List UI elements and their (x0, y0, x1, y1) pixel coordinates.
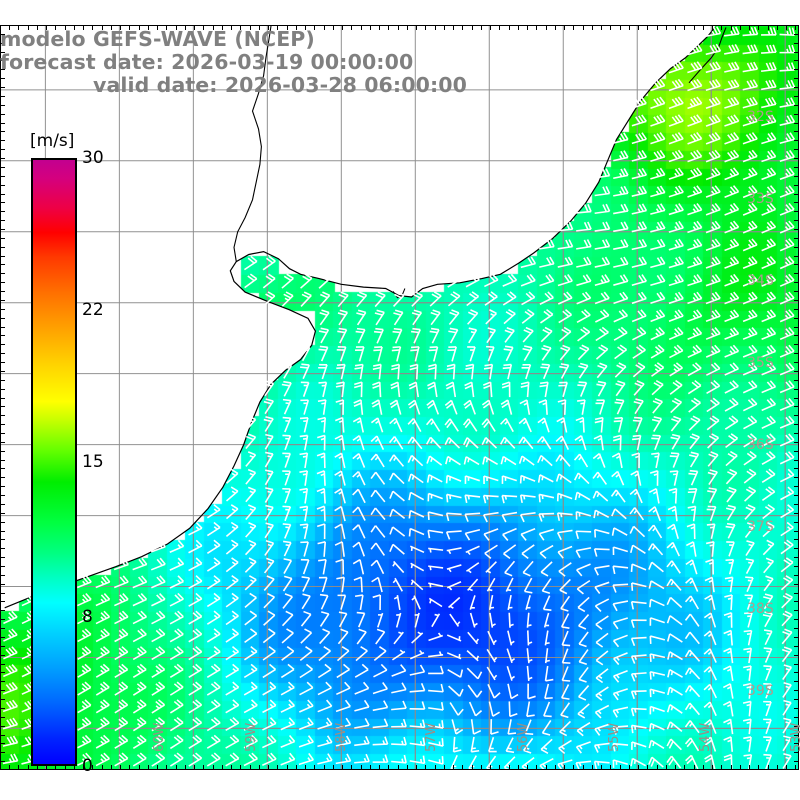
lat-label-36S: 36S (747, 437, 774, 453)
colorbar-tick-15: 15 (82, 452, 104, 472)
lat-label-33S: 33S (747, 191, 774, 207)
bottom-tick-rail (0, 761, 799, 770)
colorbar (31, 158, 77, 766)
right-tick-rail (790, 25, 799, 770)
lon-label-55W: 55W (607, 722, 622, 752)
lon-label-57W: 57W (424, 722, 439, 752)
map-vector-overlay (1, 26, 798, 769)
lon-label-59W: 59W (244, 722, 259, 752)
lon-label-58W: 58W (334, 722, 349, 752)
lat-label-38S: 38S (747, 601, 774, 617)
lat-label-39S: 39S (747, 683, 774, 699)
colorbar-gradient (31, 158, 77, 766)
left-tick-rail (0, 25, 9, 770)
map-plot-frame (0, 25, 799, 770)
top-tick-rail (0, 25, 799, 34)
lat-label-37S: 37S (747, 519, 774, 535)
lon-label-60W: 60W (152, 722, 167, 752)
lat-label-35S: 35S (747, 355, 774, 371)
colorbar-unit-label: [m/s] (30, 131, 75, 151)
lon-label-56W: 56W (516, 722, 531, 752)
river-plate-uruguay (233, 26, 272, 262)
land-mask (1, 26, 715, 608)
lat-label-34S: 34S (747, 273, 774, 289)
lon-label-54W: 54W (698, 722, 713, 752)
colorbar-tick-22: 22 (82, 300, 104, 320)
colorbar-tick-8: 8 (82, 607, 93, 627)
lat-label-32S: 32S (747, 109, 774, 125)
colorbar-tick-30: 30 (82, 148, 104, 168)
lon-label-53W: 53W (789, 722, 800, 752)
colorbar-tick-0: 0 (82, 756, 93, 776)
